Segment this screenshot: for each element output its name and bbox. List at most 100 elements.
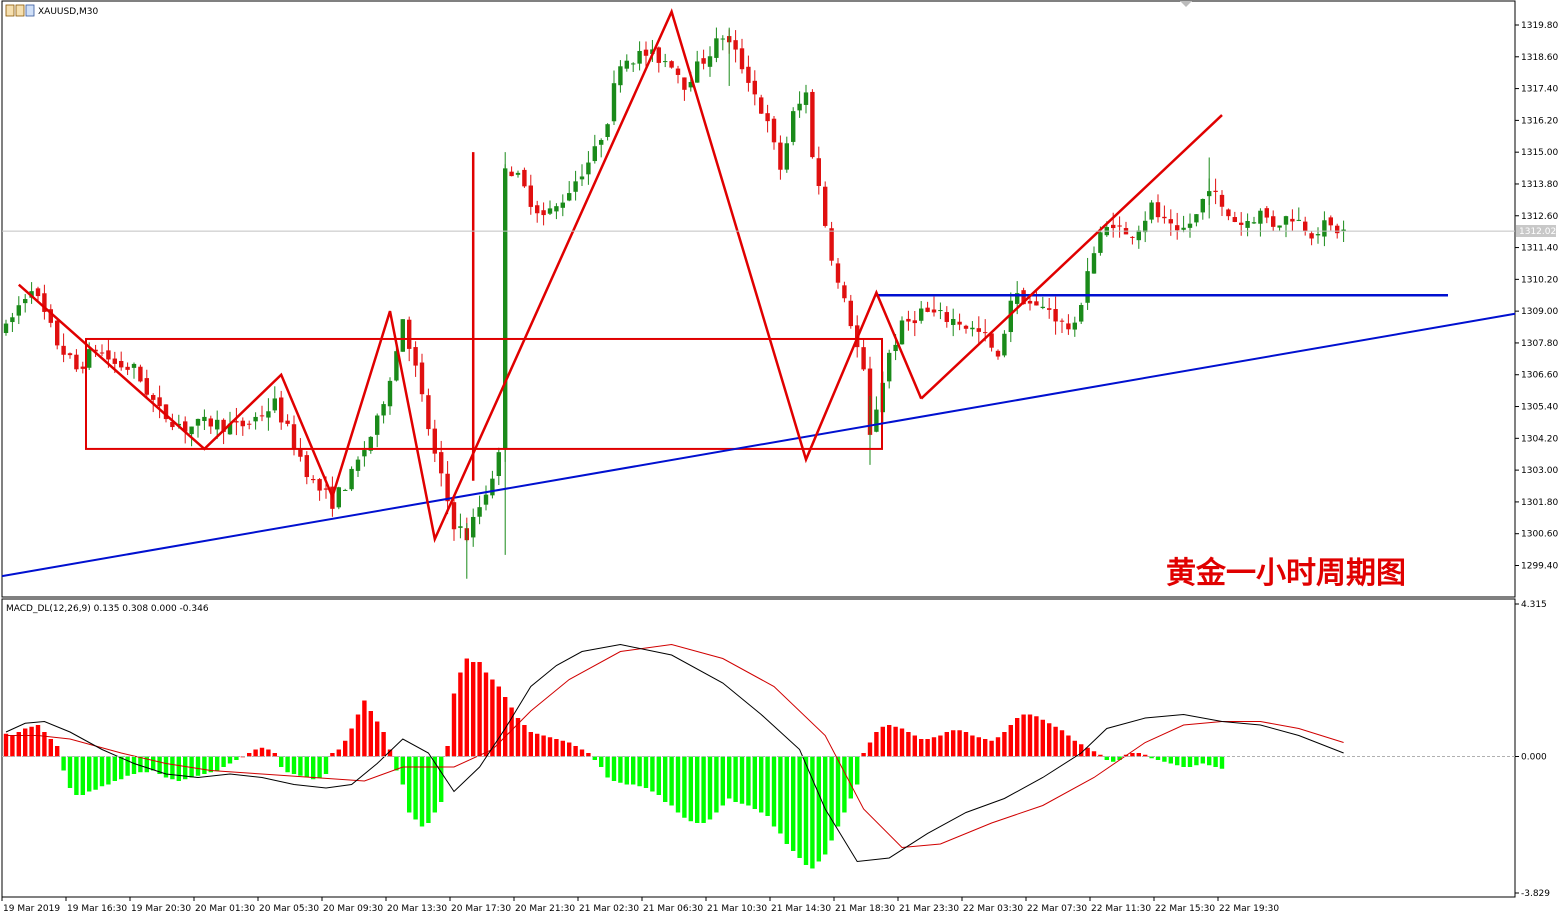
price-tick-label: 1304.20 [1521,434,1558,444]
price-tick-label: 1318.60 [1521,53,1558,63]
macd-bar-positive [976,737,981,757]
bear-candle [1111,224,1116,229]
macd-bar-positive [48,739,53,757]
time-tick-label: 20 Mar 17:30 [451,904,511,914]
bear-candle [151,394,156,400]
overlay-title: 黄金一小时周期图 [1166,556,1406,591]
bear-candle [439,452,444,474]
macd-bar-positive [874,732,879,757]
bear-candle [1034,301,1039,306]
macd-bar-negative [426,756,431,823]
macd-bar-positive [381,732,386,757]
macd-bar-negative [701,756,706,823]
time-tick-label: 20 Mar 05:30 [259,904,319,914]
macd-bar-negative [183,756,188,780]
bear-candle [1213,190,1218,192]
bear-candle [1059,320,1065,322]
price-tick-label: 1309.00 [1521,307,1558,317]
price-plot-area[interactable] [3,27,1346,579]
scroll-marker-icon[interactable] [1180,1,1192,7]
macd-bar-positive [1027,714,1033,757]
bull-candle [720,38,725,40]
bear-candle [144,378,149,395]
bull-candle [1283,216,1289,225]
macd-bar-negative [675,756,681,813]
bull-candle [1181,227,1186,230]
bear-candle [669,61,674,68]
bear-candle [298,448,303,457]
time-tick-label: 21 Mar 10:30 [707,904,767,914]
bear-candle [989,333,994,348]
price-tick-label: 1303.00 [1521,466,1558,476]
time-tick-label: 22 Mar 19:30 [1219,904,1279,914]
macd-bar-positive [1091,751,1097,757]
macd-bar-positive [336,749,341,757]
macd-bar-negative [80,756,85,795]
macd-bar-positive [867,742,873,757]
bull-candle [23,299,28,304]
time-tick-label: 19 Mar 2019 [3,904,60,914]
bear-candle [509,171,514,177]
bull-candle [272,398,277,411]
bull-candle [1002,333,1007,356]
macd-bar-negative [631,756,636,785]
bear-candle [746,66,751,83]
macd-bar-positive [387,749,393,757]
time-axis: 19 Mar 2019 19 Mar 16:30 19 Mar 20:30 20 Ma… [1,897,1279,914]
bear-candle [1053,309,1058,322]
price-axis: 1319.80 1318.60 1317.40 1316.20 1315.00 1313.… [2,21,1558,572]
macd-bar-positive [893,726,898,757]
macd-bar-positive [1130,753,1135,757]
bear-candle [1219,194,1225,207]
macd-bar-negative [797,756,802,858]
bear-candle [701,58,706,64]
macd-bar-positive [253,749,258,757]
bear-candle [407,319,412,349]
bear-candle [42,293,47,312]
price-tick-label: 1311.40 [1521,244,1558,254]
macd-bar-positive [989,740,994,757]
price-tick-label: 1306.60 [1521,371,1558,381]
macd-bar-positive [1136,753,1141,757]
time-tick-label: 22 Mar 15:30 [1155,904,1215,914]
macd-bar-negative [144,756,149,773]
bear-candle [163,404,169,420]
bull-candle [695,61,700,83]
price-tick-label: 1301.80 [1521,498,1558,508]
macd-bar-negative [227,756,233,764]
bull-candle [688,81,693,88]
macd-bar-negative [592,756,597,760]
bear-candle [765,113,770,122]
macd-bar-negative [419,756,425,827]
macd-bar-negative [1181,756,1186,767]
macd-bar-positive [931,737,937,757]
bear-candle [1130,236,1135,238]
bear-candle [842,285,847,299]
bear-candle [106,350,111,360]
symbol-header[interactable]: XAUUSD,M30 [5,4,98,17]
macd-bar-negative [605,756,610,778]
macd-bar-positive [1085,747,1090,757]
macd-bar-positive [919,739,924,757]
macd-bar-positive [535,733,540,757]
macd-bar-positive [496,686,501,757]
bull-candle [381,404,386,416]
macd-bar-negative [707,756,713,820]
time-tick-label: 21 Mar 14:30 [771,904,831,914]
macd-plot-area[interactable] [3,644,1344,869]
macd-bar-negative [1207,756,1212,766]
macd-bar-positive [515,718,521,757]
bear-candle [1162,216,1167,219]
time-tick-label: 21 Mar 18:30 [835,904,895,914]
macd-bar-positive [368,711,373,757]
macd-bar-negative [291,756,297,774]
macd-bar-negative [842,756,847,813]
macd-bar-negative [74,756,79,795]
bear-candle [1290,218,1295,222]
bear-candle [931,309,937,313]
bear-candle [925,307,930,312]
bear-candle [311,478,316,481]
bull-candle [663,61,668,63]
macd-bar-positive [272,753,277,757]
macd-bar-negative [791,756,796,851]
